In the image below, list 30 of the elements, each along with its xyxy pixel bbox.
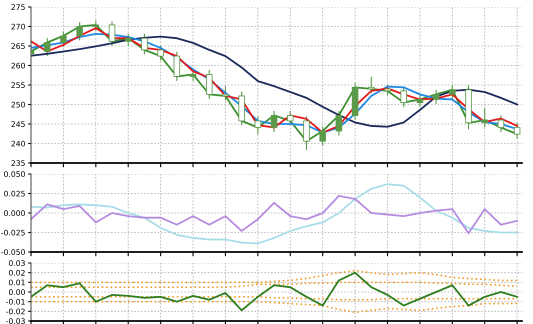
candlestick <box>254 116 262 134</box>
candlestick <box>481 108 488 128</box>
candlestick <box>400 86 407 108</box>
line-series <box>31 300 518 314</box>
candlestick <box>449 85 456 99</box>
candlestick <box>270 110 278 132</box>
candlestick <box>157 45 164 61</box>
candlestick <box>190 70 196 81</box>
candlestick <box>368 76 375 94</box>
candlestick <box>287 110 294 126</box>
line-series <box>31 183 518 244</box>
candlestick <box>319 126 326 146</box>
line-series <box>31 194 518 234</box>
candlestick <box>498 116 504 132</box>
candlestick <box>432 90 440 104</box>
candlestick <box>44 38 50 56</box>
candlestick <box>222 86 229 100</box>
candlestick <box>416 94 424 108</box>
candlestick <box>76 22 83 40</box>
candlestick <box>336 110 342 136</box>
line-series <box>31 272 518 312</box>
candlestick <box>206 70 213 99</box>
candlestick <box>514 123 520 139</box>
candlestick <box>174 52 180 81</box>
candlestick <box>60 31 67 47</box>
candlestick <box>141 34 148 54</box>
candlestick <box>303 116 310 150</box>
candlestick <box>92 20 100 31</box>
candlestick <box>108 21 116 46</box>
candlestick <box>124 34 132 46</box>
